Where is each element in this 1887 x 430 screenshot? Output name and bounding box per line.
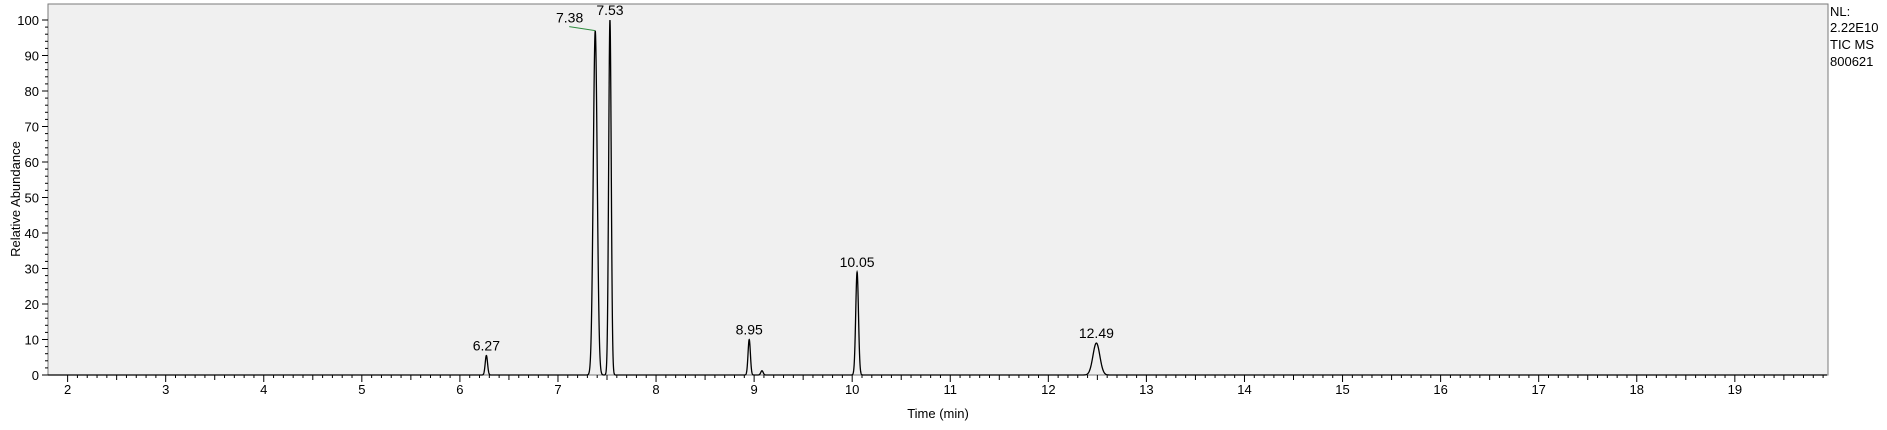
x-tick-label: 18: [1630, 382, 1644, 397]
x-tick-label: 3: [162, 382, 169, 397]
y-tick-label: 90: [25, 49, 39, 64]
peak-label: 7.38: [556, 10, 583, 26]
info-box: NL: 2.22E10 TIC MS 800621: [1830, 4, 1878, 69]
x-axis: 2 3 4 5 6 7 8 9 10 11 12 13 14 15 16 17 18 19: [64, 375, 1824, 397]
y-tick-label: 20: [25, 297, 39, 312]
x-tick-label: 17: [1531, 382, 1545, 397]
x-tick-label: 7: [554, 382, 561, 397]
x-tick-label: 4: [260, 382, 267, 397]
y-tick-label: 70: [25, 120, 39, 135]
info-line-0: NL:: [1830, 4, 1850, 19]
x-tick-label: 2: [64, 382, 71, 397]
y-tick-label: 50: [25, 191, 39, 206]
y-tick-label: 0: [32, 368, 39, 383]
y-tick-label: 60: [25, 155, 39, 170]
peak-labels: 6.27 7.38 7.53 8.95 10.05 12.49: [473, 2, 1114, 353]
x-tick-label: 8: [652, 382, 659, 397]
info-line-2: TIC MS: [1830, 37, 1874, 52]
y-tick-label: 30: [25, 262, 39, 277]
peak-annotation-line: [569, 26, 596, 32]
x-axis-title: Time (min): [907, 406, 969, 421]
x-tick-label: 15: [1335, 382, 1349, 397]
tic-trace: [48, 19, 1828, 376]
y-tick-label: 100: [17, 13, 39, 28]
y-tick-label: 40: [25, 226, 39, 241]
y-axis: 0 10 20 30 40 50 60 70 80 90 100: [17, 13, 48, 383]
peak-label: 6.27: [473, 337, 500, 353]
x-tick-label: 6: [456, 382, 463, 397]
x-tick-label: 10: [845, 382, 859, 397]
x-tick-label: 12: [1041, 382, 1055, 397]
info-line-3: 800621: [1830, 54, 1873, 69]
peak-label: 12.49: [1079, 325, 1114, 341]
x-tick-label: 16: [1433, 382, 1447, 397]
peak-label: 10.05: [840, 254, 875, 270]
x-tick-label: 13: [1139, 382, 1153, 397]
x-tick-label: 19: [1728, 382, 1742, 397]
y-tick-label: 10: [25, 333, 39, 348]
x-tick-label: 11: [944, 382, 958, 397]
peak-label: 8.95: [736, 322, 763, 338]
info-line-1: 2.22E10: [1830, 20, 1878, 35]
x-tick-label: 9: [750, 382, 757, 397]
x-tick-label: 14: [1237, 382, 1251, 397]
x-tick-label: 5: [358, 382, 365, 397]
peak-label: 7.53: [596, 2, 623, 18]
y-axis-title: Relative Abundance: [8, 141, 23, 257]
plot-area: [47, 3, 1829, 376]
y-tick-label: 80: [25, 84, 39, 99]
